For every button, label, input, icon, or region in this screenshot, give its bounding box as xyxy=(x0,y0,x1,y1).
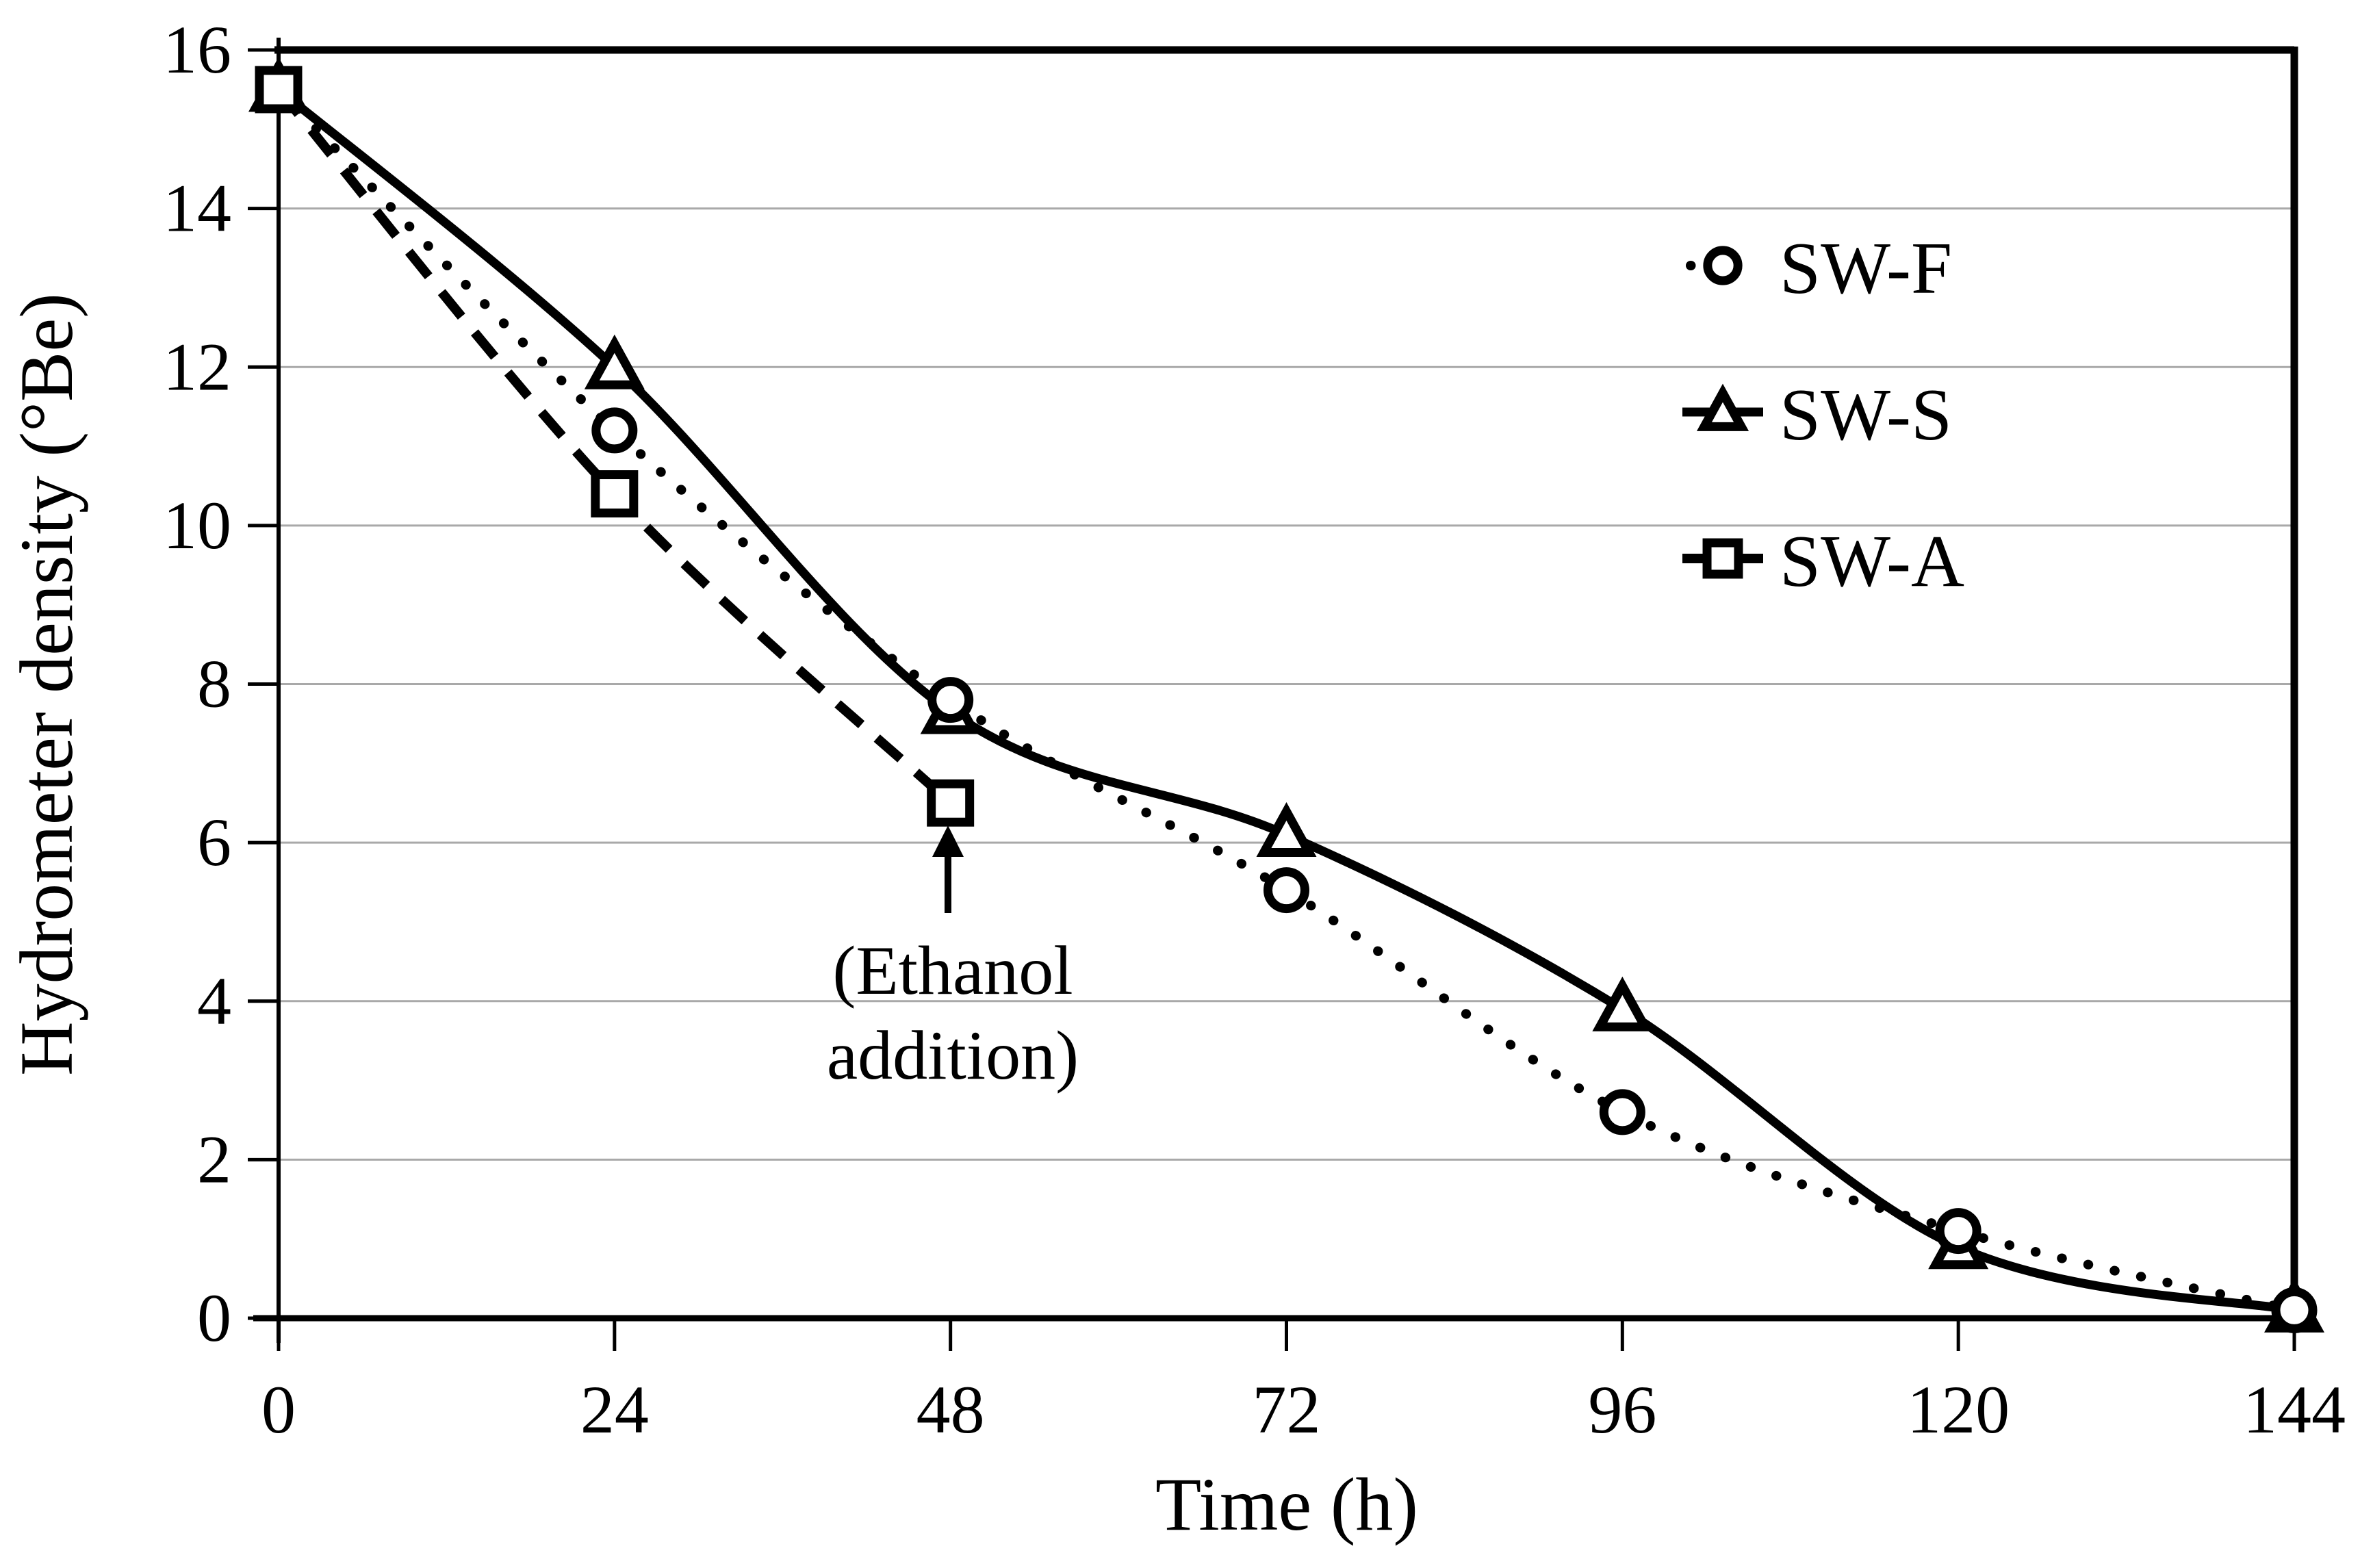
x-tick-label-144: 144 xyxy=(2243,1372,2346,1448)
y-tick-label-0: 0 xyxy=(197,1280,231,1356)
x-axis-title: Time (h) xyxy=(1155,1463,1418,1546)
annotation-arrow-icon xyxy=(932,825,964,857)
legend-label-sw-f: SW-F xyxy=(1780,228,1952,309)
marker-sw-f-72h xyxy=(1264,867,1309,914)
gridlines xyxy=(279,207,2294,1161)
marker-sw-a-24h xyxy=(591,470,639,518)
y-tick-label-6: 6 xyxy=(197,804,231,880)
marker-sw-f-120h xyxy=(1935,1208,1981,1255)
marker-sw-s-72h xyxy=(1256,802,1317,858)
y-tick-label-10: 10 xyxy=(163,487,231,563)
legend-label-sw-a: SW-A xyxy=(1780,521,1964,602)
series-line-sw-f xyxy=(274,84,2299,1315)
x-tick-label-96: 96 xyxy=(1588,1372,1656,1448)
x-tick-label-72: 72 xyxy=(1253,1372,1321,1448)
marker-sw-s-24h xyxy=(584,334,645,389)
legend-square-icon xyxy=(1702,538,1743,579)
legend-circle-icon xyxy=(1703,246,1743,285)
axes-and-borders xyxy=(253,38,2298,1343)
annotation-line-2: addition) xyxy=(827,1017,1079,1094)
series-lines xyxy=(274,84,2299,1315)
y-tick-label-8: 8 xyxy=(197,646,231,722)
legend-triangle-icon xyxy=(1696,383,1749,431)
y-tick-label-2: 2 xyxy=(197,1121,231,1197)
x-tick-label-120: 120 xyxy=(1907,1372,2010,1448)
y-tick-label-16: 16 xyxy=(163,12,231,88)
y-tick-label-14: 14 xyxy=(163,170,231,246)
legend-item-sw-f: SW-F xyxy=(1686,228,1952,309)
tick-marks xyxy=(248,48,2296,1351)
marker-sw-f-96h xyxy=(1599,1089,1645,1135)
x-tick-label-24: 24 xyxy=(580,1372,649,1448)
ethanol-annotation: (Ethanol addition) xyxy=(827,825,1079,1094)
x-tick-label-48: 48 xyxy=(916,1372,985,1448)
x-tick-label-0: 0 xyxy=(261,1372,296,1448)
legend-item-sw-s: SW-S xyxy=(1682,374,1952,456)
legend-label-sw-s: SW-S xyxy=(1780,374,1952,456)
legend-item-sw-a: SW-A xyxy=(1682,521,1964,602)
marker-sw-f-144h xyxy=(2271,1287,2318,1333)
legend: SW-F SW-S SW-A xyxy=(1682,228,1964,602)
marker-sw-a-48h xyxy=(927,779,975,827)
y-tick-label-4: 4 xyxy=(197,963,231,1039)
marker-sw-s-96h xyxy=(1592,976,1653,1031)
marker-sw-f-24h xyxy=(591,407,638,454)
y-axis-title: Hydrometer density (°Be) xyxy=(5,293,88,1076)
series-line-sw-s xyxy=(275,86,2296,1315)
annotation-line-1: (Ethanol xyxy=(832,932,1073,1010)
marker-sw-f-48h xyxy=(927,677,974,723)
series-markers xyxy=(248,57,2324,1333)
marker-sw-a-0h xyxy=(255,66,303,114)
y-tick-label-12: 12 xyxy=(163,329,231,404)
